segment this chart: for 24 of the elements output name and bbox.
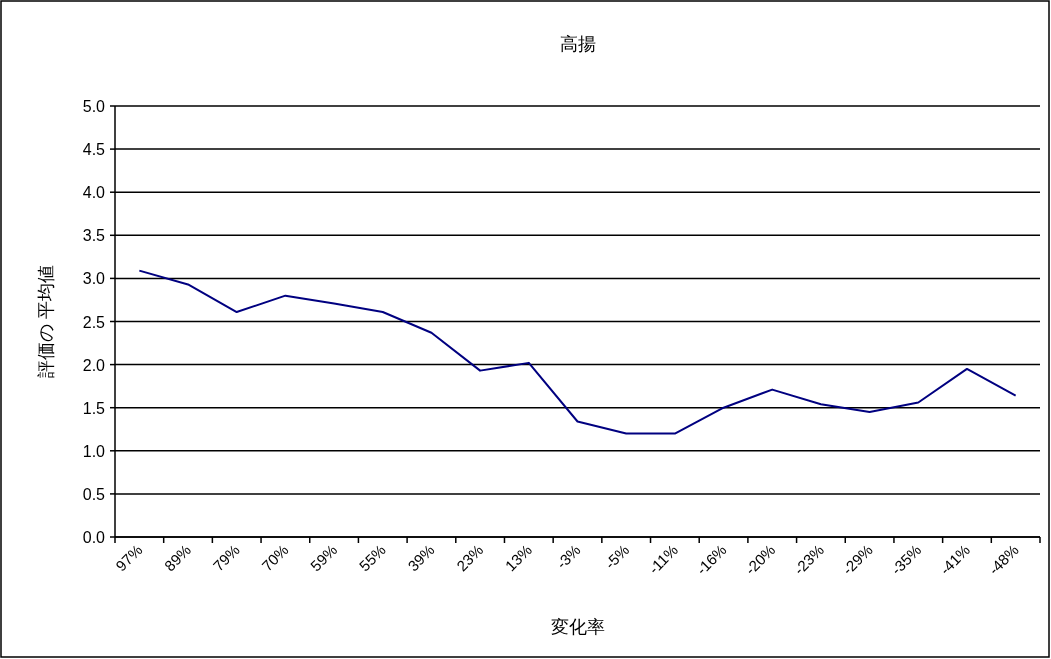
x-tick-label: 55%: [355, 541, 389, 575]
y-tick-label: 2.0: [82, 356, 106, 374]
x-tick-label: 79%: [209, 541, 243, 575]
y-tick-label: 3.0: [82, 270, 106, 288]
y-tick-label: 0.5: [82, 485, 106, 503]
y-tick-label: 1.0: [82, 442, 106, 460]
y-tick-label: 2.5: [82, 313, 106, 331]
y-tick-label: 3.5: [82, 227, 106, 245]
chart-title: 高揚: [559, 34, 596, 54]
y-tick-label: 0.0: [82, 529, 106, 546]
y-tick-label: 4.0: [82, 184, 106, 202]
y-axis-title: 評価の 平均値: [36, 264, 56, 379]
y-tick-label: 1.5: [82, 399, 106, 417]
y-tick-label: 4.5: [82, 141, 106, 159]
x-tick-label: -3%: [552, 541, 584, 572]
y-tick-label: 5.0: [82, 98, 106, 115]
x-tick-label: 97%: [112, 541, 146, 575]
x-tick-label: 39%: [404, 541, 438, 575]
x-tick-label: 89%: [160, 541, 195, 575]
x-tick-label: 59%: [306, 541, 341, 575]
x-axis-title: 変化率: [550, 617, 605, 637]
x-tick-label: -5%: [601, 541, 633, 572]
line-series: [138, 269, 1017, 435]
x-tick-label: 70%: [258, 541, 292, 575]
